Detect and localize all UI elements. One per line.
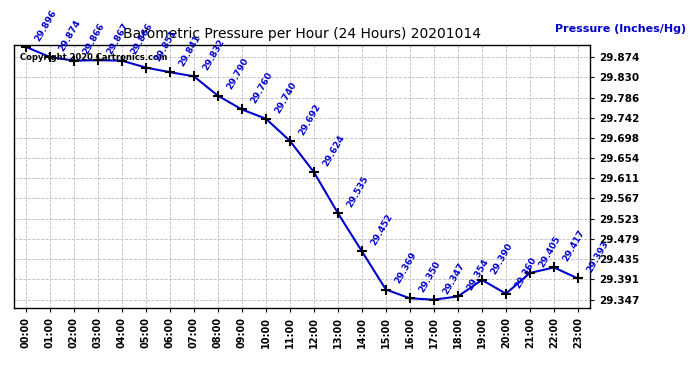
Text: 29.867: 29.867 [105, 21, 130, 56]
Text: Pressure (Inches/Hg): Pressure (Inches/Hg) [555, 24, 687, 34]
Text: 29.390: 29.390 [489, 241, 514, 276]
Text: 29.692: 29.692 [297, 102, 322, 136]
Text: 29.417: 29.417 [561, 228, 586, 263]
Text: 29.452: 29.452 [369, 213, 394, 247]
Text: 29.354: 29.354 [465, 258, 490, 292]
Text: 29.760: 29.760 [249, 71, 274, 105]
Text: 29.841: 29.841 [177, 33, 202, 68]
Text: 29.347: 29.347 [441, 261, 466, 296]
Text: 29.832: 29.832 [201, 38, 226, 72]
Text: 29.624: 29.624 [321, 133, 346, 168]
Text: 29.393: 29.393 [585, 240, 610, 274]
Title: Barometric Pressure per Hour (24 Hours) 20201014: Barometric Pressure per Hour (24 Hours) … [123, 27, 481, 41]
Text: Copyright 2020 Cartronics.com: Copyright 2020 Cartronics.com [19, 53, 167, 62]
Text: 29.866: 29.866 [129, 22, 154, 57]
Text: 29.866: 29.866 [81, 22, 106, 57]
Text: 29.535: 29.535 [345, 174, 370, 209]
Text: 29.369: 29.369 [393, 251, 418, 285]
Text: 29.740: 29.740 [273, 80, 298, 114]
Text: 29.874: 29.874 [57, 18, 82, 53]
Text: 29.405: 29.405 [537, 234, 562, 269]
Text: 29.896: 29.896 [32, 8, 58, 43]
Text: 29.790: 29.790 [225, 57, 250, 92]
Text: 29.350: 29.350 [417, 260, 442, 294]
Text: 29.851: 29.851 [152, 29, 178, 63]
Text: 29.360: 29.360 [513, 255, 538, 290]
